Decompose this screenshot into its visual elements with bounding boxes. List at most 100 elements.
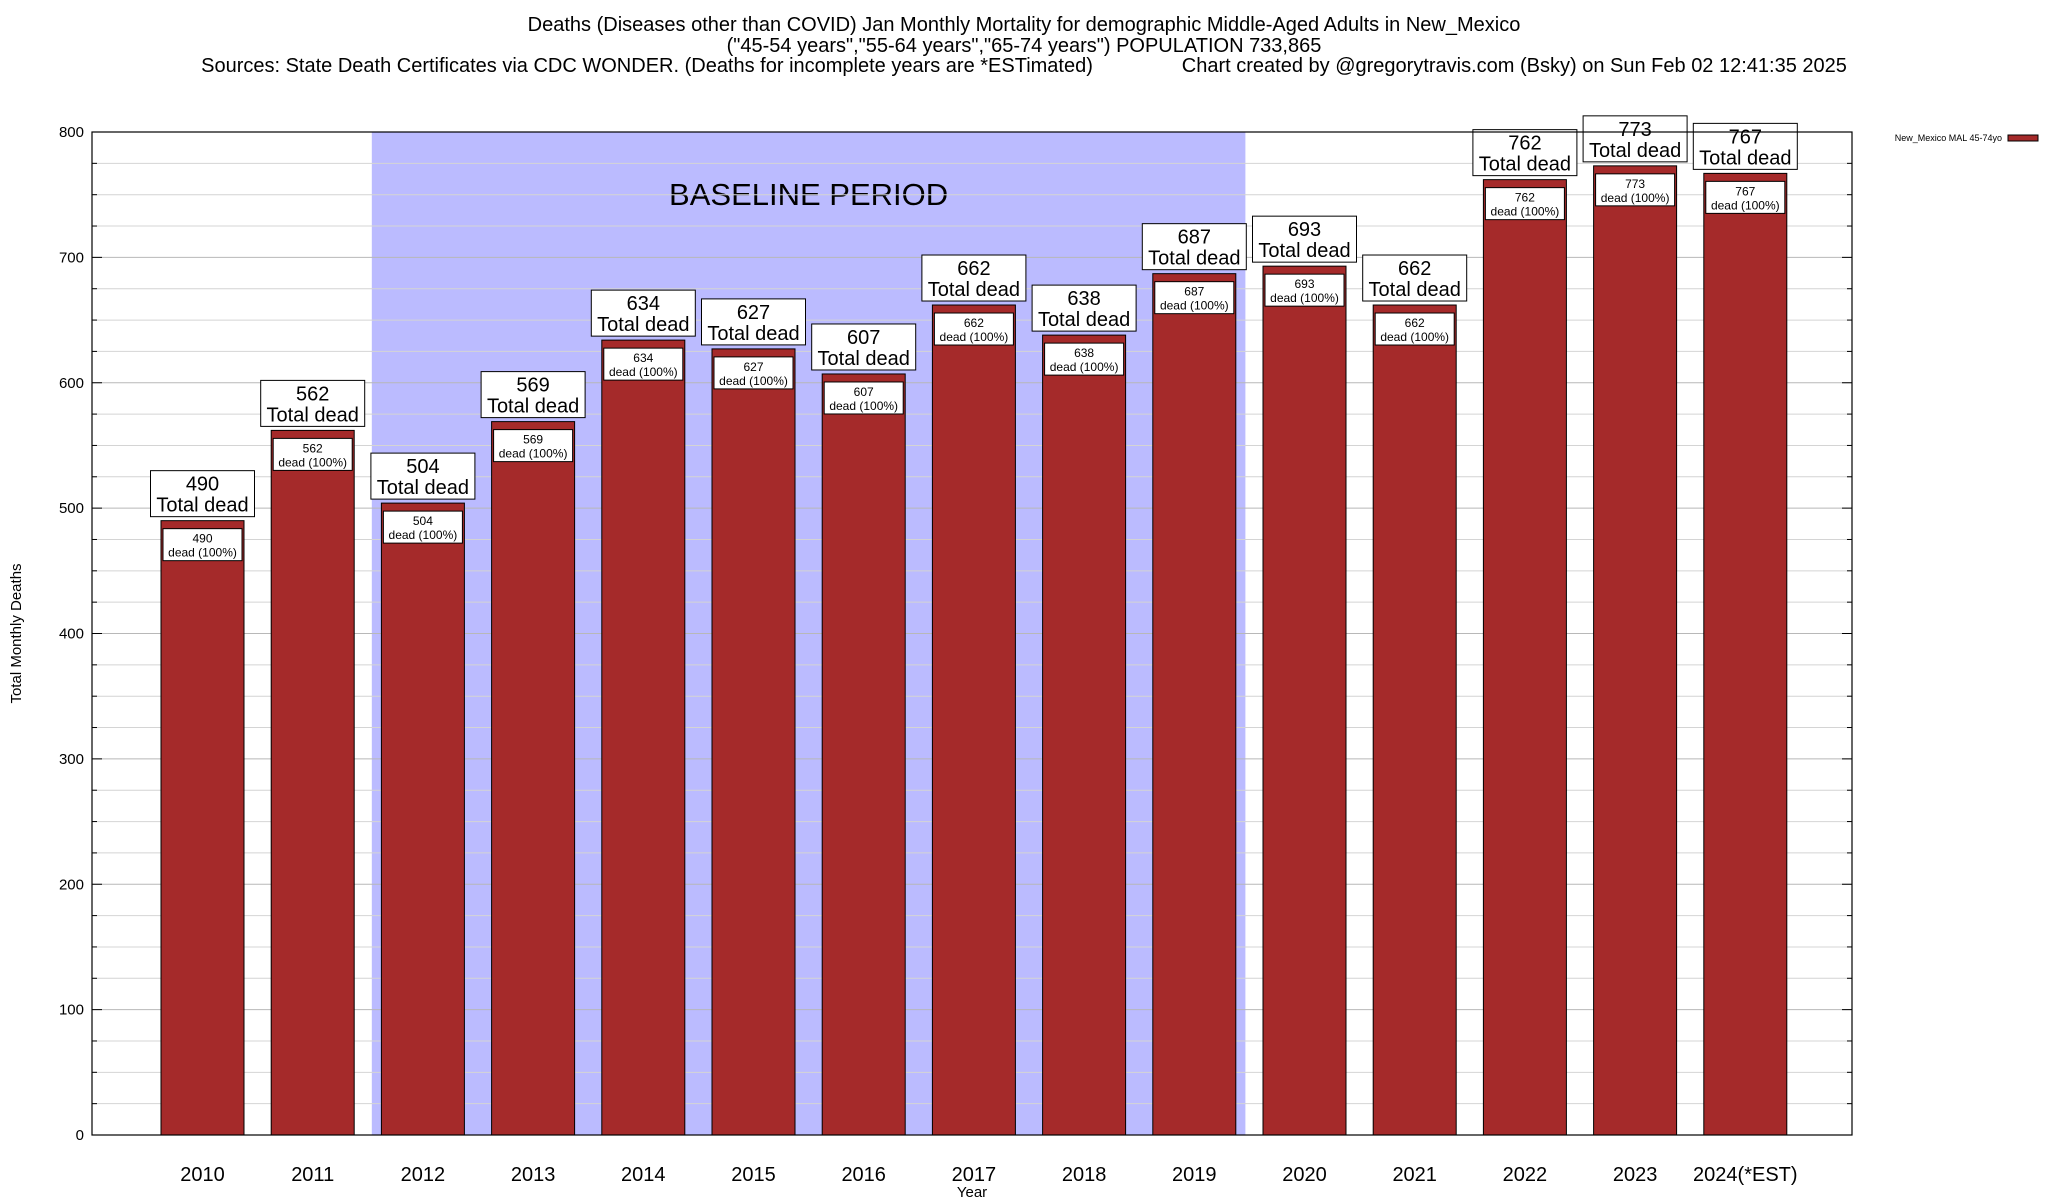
- total-label-box: [480, 371, 586, 419]
- y-tick-label: 400: [59, 626, 84, 643]
- x-tick-label: 2014: [621, 1164, 666, 1186]
- inner-pct-label: dead (100%): [1270, 291, 1339, 305]
- inner-label-box: [1374, 312, 1455, 346]
- bar: [1482, 179, 1567, 1136]
- total-value-label: 569: [516, 375, 549, 397]
- bar: [1372, 304, 1457, 1136]
- inner-value-label: 762: [1515, 191, 1535, 205]
- inner-pct-label: dead (100%): [499, 447, 568, 461]
- bar: [821, 373, 906, 1136]
- inner-label-box: [1154, 281, 1235, 315]
- inner-label-box: [272, 437, 353, 471]
- bar: [380, 502, 465, 1136]
- inner-pct-label: dead (100%): [1711, 198, 1780, 212]
- inner-label-box: [493, 429, 574, 463]
- inner-value-label: 562: [303, 441, 323, 455]
- inner-pct-label: dead (100%): [1380, 330, 1449, 344]
- total-word-label: Total dead: [1699, 147, 1791, 169]
- total-word-label: Total dead: [707, 323, 799, 345]
- x-tick-label: 2024(*EST): [1693, 1164, 1798, 1186]
- total-word-label: Total dead: [1258, 240, 1350, 262]
- y-tick-label: 800: [59, 124, 84, 141]
- inner-label-box: [823, 381, 904, 415]
- inner-pct-label: dead (100%): [389, 528, 458, 542]
- total-value-label: 662: [957, 258, 990, 280]
- inner-value-label: 490: [192, 532, 212, 546]
- total-label-box: [370, 452, 476, 500]
- bar: [160, 520, 245, 1136]
- inner-value-label: 634: [633, 351, 653, 365]
- inner-label-box: [933, 312, 1014, 346]
- total-value-label: 504: [406, 456, 439, 478]
- x-tick-label: 2021: [1392, 1164, 1437, 1186]
- total-value-label: 762: [1508, 133, 1541, 155]
- total-value-label: 767: [1729, 126, 1762, 148]
- x-tick-label: 2016: [841, 1164, 886, 1186]
- total-word-label: Total dead: [1148, 248, 1240, 270]
- inner-value-label: 607: [854, 385, 874, 399]
- total-word-label: Total dead: [267, 404, 359, 426]
- chart-title-line-1: Deaths (Diseases other than COVID) Jan M…: [527, 14, 1521, 36]
- total-word-label: Total dead: [377, 477, 469, 499]
- total-value-label: 693: [1288, 219, 1321, 241]
- bar: [931, 304, 1016, 1136]
- inner-label-box: [382, 510, 463, 544]
- total-value-label: 562: [296, 383, 329, 405]
- total-value-label: 638: [1067, 288, 1100, 310]
- total-word-label: Total dead: [597, 314, 689, 336]
- total-label-box: [1582, 115, 1688, 163]
- x-tick-label: 2015: [731, 1164, 776, 1186]
- inner-pct-label: dead (100%): [719, 374, 788, 388]
- y-tick-label: 700: [59, 249, 84, 266]
- x-tick-label: 2012: [401, 1164, 446, 1186]
- total-label-box: [701, 298, 806, 346]
- inner-value-label: 662: [1405, 316, 1425, 330]
- bar: [601, 339, 686, 1136]
- inner-value-label: 638: [1074, 346, 1094, 360]
- total-word-label: Total dead: [1038, 309, 1130, 331]
- x-axis-label: Year: [957, 1184, 987, 1200]
- inner-value-label: 687: [1184, 285, 1204, 299]
- legend-label: New_Mexico MAL 45-74yo: [1895, 133, 2002, 143]
- total-word-label: Total dead: [156, 495, 248, 517]
- y-tick-label: 200: [59, 876, 84, 893]
- y-tick-label: 500: [59, 500, 84, 517]
- inner-label-box: [1264, 273, 1345, 307]
- bar: [491, 421, 576, 1136]
- total-word-label: Total dead: [1369, 279, 1461, 301]
- total-value-label: 662: [1398, 258, 1431, 280]
- inner-label-box: [1044, 342, 1125, 376]
- inner-pct-label: dead (100%): [940, 330, 1009, 344]
- inner-label-box: [1484, 187, 1565, 221]
- inner-pct-label: dead (100%): [168, 546, 237, 560]
- chart-title-line-2: ("45-54 years","55-64 years","65-74 year…: [726, 35, 1322, 57]
- total-label-box: [1362, 254, 1468, 302]
- inner-pct-label: dead (100%): [1601, 191, 1670, 205]
- inner-value-label: 504: [413, 514, 433, 528]
- total-value-label: 607: [847, 327, 880, 349]
- total-value-label: 634: [627, 293, 660, 315]
- total-label-box: [1692, 122, 1798, 170]
- x-tick-label: 2013: [511, 1164, 556, 1186]
- bar: [270, 429, 355, 1136]
- total-word-label: Total dead: [1479, 154, 1571, 176]
- x-tick-label: 2023: [1613, 1164, 1658, 1186]
- total-word-label: Total dead: [1589, 140, 1681, 162]
- inner-label-box: [1705, 180, 1786, 214]
- inner-pct-label: dead (100%): [1050, 360, 1119, 374]
- x-tick-label: 2020: [1282, 1164, 1327, 1186]
- x-tick-label: 2022: [1503, 1164, 1548, 1186]
- y-tick-label: 600: [59, 375, 84, 392]
- total-label-box: [260, 379, 366, 427]
- y-axis-label: Total Monthly Deaths: [8, 563, 25, 703]
- total-value-label: 490: [186, 474, 219, 496]
- inner-pct-label: dead (100%): [609, 365, 678, 379]
- x-tick-label: 2010: [180, 1164, 225, 1186]
- total-label-box: [590, 289, 696, 337]
- total-word-label: Total dead: [818, 348, 910, 370]
- total-label-box: [1031, 284, 1137, 332]
- inner-pct-label: dead (100%): [1160, 299, 1229, 313]
- inner-label-box: [1595, 173, 1676, 207]
- bar: [1042, 334, 1127, 1136]
- total-value-label: 627: [737, 302, 770, 324]
